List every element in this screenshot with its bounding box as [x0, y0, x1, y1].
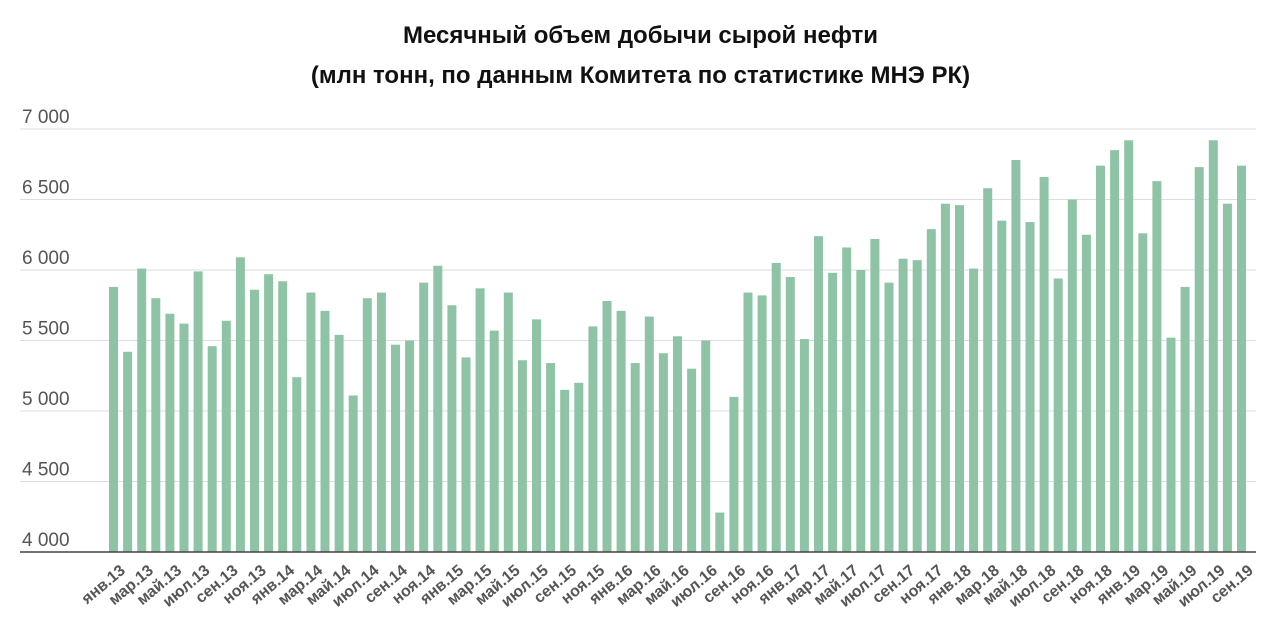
- bar: [179, 323, 189, 552]
- bar: [151, 298, 161, 552]
- bar: [1208, 140, 1218, 552]
- bar: [405, 340, 415, 552]
- chart-title: Месячный объем добычи сырой нефти: [402, 22, 879, 49]
- bar: [743, 292, 753, 552]
- bar: [630, 363, 640, 552]
- bar: [475, 288, 485, 552]
- bar: [461, 357, 471, 552]
- y-tick-label: 7 000: [22, 107, 70, 128]
- y-tick-label: 5 500: [22, 319, 70, 340]
- y-tick-label: 5 000: [22, 389, 70, 410]
- bar: [814, 236, 823, 552]
- bar: [997, 220, 1007, 552]
- bar: [771, 262, 781, 552]
- bar: [503, 292, 513, 552]
- y-tick-label: 6 500: [22, 178, 70, 199]
- bar: [644, 316, 654, 552]
- bar: [687, 368, 697, 552]
- bar: [828, 272, 838, 552]
- bar: [983, 188, 993, 552]
- bar: [1067, 199, 1077, 552]
- bar: [391, 344, 400, 552]
- bar: [489, 330, 499, 552]
- bar: [348, 395, 358, 552]
- bar: [447, 305, 457, 552]
- chart-subtitle: (млн тонн, по данным Комитета по статист…: [310, 62, 971, 89]
- bar: [1096, 165, 1105, 552]
- bar: [278, 281, 288, 552]
- bar: [1039, 176, 1049, 552]
- bar: [264, 274, 274, 552]
- y-tick-label: 4 500: [22, 460, 70, 481]
- bar: [856, 270, 866, 552]
- bar: [221, 320, 231, 552]
- bar: [1152, 181, 1162, 553]
- bar: [1081, 234, 1091, 552]
- bar: [1110, 150, 1120, 552]
- bar: [658, 353, 668, 552]
- bar: [1053, 278, 1063, 552]
- bar: [842, 247, 852, 552]
- bar: [574, 382, 584, 552]
- bar: [926, 229, 936, 553]
- bar: [1222, 203, 1232, 553]
- y-tick-label: 6 000: [22, 248, 70, 269]
- bar: [1011, 160, 1021, 552]
- bar: [1025, 222, 1035, 552]
- bar: [898, 258, 908, 552]
- bar: [1124, 140, 1134, 552]
- bar: [673, 336, 682, 552]
- bar: [362, 298, 372, 552]
- bar: [701, 340, 711, 552]
- bar: [870, 238, 880, 553]
- bar: [517, 360, 527, 552]
- bar: [419, 282, 429, 552]
- bar: [912, 260, 922, 552]
- bar: [1166, 337, 1176, 552]
- bar: [616, 310, 626, 552]
- bar: [376, 292, 386, 552]
- bar: [560, 389, 570, 552]
- bar: [757, 295, 767, 552]
- bar: [334, 334, 344, 552]
- bar: [1237, 165, 1246, 552]
- bar: [320, 310, 330, 552]
- bar: [165, 313, 175, 552]
- bar: [1180, 286, 1190, 552]
- bar: [532, 319, 541, 552]
- bar: [546, 363, 556, 552]
- bar: [1194, 167, 1204, 552]
- bar: [602, 301, 612, 552]
- bar: [729, 396, 739, 552]
- bar: [433, 265, 443, 552]
- bar: [109, 286, 118, 552]
- bar: [940, 203, 950, 553]
- bar: [884, 282, 894, 552]
- bar: [588, 326, 598, 552]
- bar: [785, 277, 795, 552]
- bar: [292, 377, 302, 552]
- bar: [250, 289, 259, 552]
- bar: [306, 292, 316, 552]
- bar: [193, 271, 203, 552]
- bar: [969, 268, 979, 552]
- bar: [207, 346, 217, 552]
- bar: [799, 339, 809, 552]
- bar: [123, 351, 133, 552]
- bar: [715, 512, 725, 552]
- bar: [955, 205, 964, 552]
- bar: [137, 268, 147, 552]
- y-tick-label: 4 000: [22, 530, 70, 551]
- bar: [235, 257, 245, 552]
- bar: [1138, 233, 1148, 552]
